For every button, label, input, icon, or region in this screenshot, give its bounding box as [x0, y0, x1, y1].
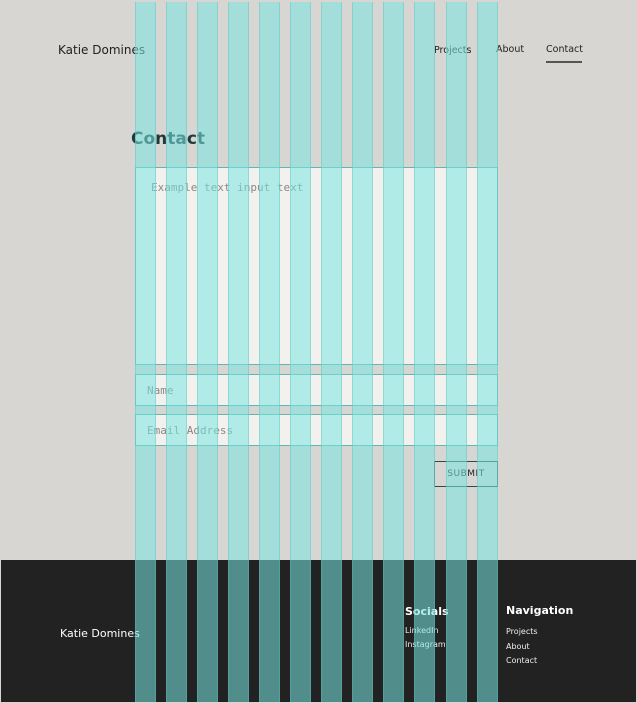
email-field[interactable]: Email Address — [135, 414, 498, 446]
message-textarea[interactable]: Example text input text — [135, 167, 498, 365]
footer-link-linkedin[interactable]: LinkedIn — [405, 626, 439, 635]
nav-about[interactable]: About — [496, 44, 525, 55]
page-title: Contact — [131, 129, 206, 149]
name-field[interactable]: Name — [135, 374, 498, 406]
name-placeholder: Name — [147, 384, 174, 397]
nav-projects[interactable]: Projects — [434, 45, 472, 56]
footer-brand[interactable]: Katie Domines — [60, 627, 140, 640]
footer-navigation-title: Navigation — [506, 604, 574, 617]
submit-button[interactable]: SUBMIT — [434, 461, 498, 487]
footer: Katie Domines Socials LinkedIn Instagram… — [1, 560, 636, 702]
footer-socials-title: Socials — [405, 605, 449, 618]
nav-active-underline — [546, 61, 582, 63]
footer-link-instagram[interactable]: Instagram — [405, 640, 446, 649]
footer-nav-projects[interactable]: Projects — [506, 627, 538, 636]
footer-nav-about[interactable]: About — [506, 642, 530, 651]
message-placeholder: Example text input text — [151, 181, 304, 194]
email-placeholder: Email Address — [147, 424, 234, 437]
nav-contact[interactable]: Contact — [546, 44, 583, 55]
footer-nav-contact[interactable]: Contact — [506, 656, 538, 665]
site-brand[interactable]: Katie Domines — [58, 43, 146, 57]
